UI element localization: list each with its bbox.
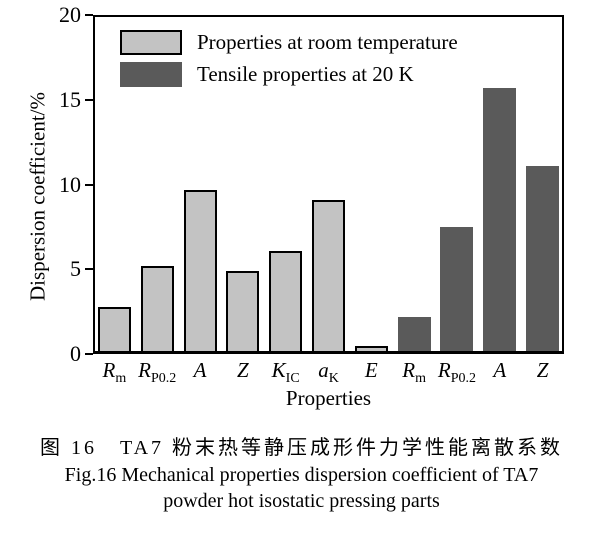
x-tick-label: aK bbox=[318, 358, 339, 387]
x-tick-label: Z bbox=[237, 358, 249, 382]
bar-Rm-0 bbox=[97, 306, 131, 351]
legend-row-0: Properties at room temperature bbox=[120, 30, 458, 55]
y-tick-mark bbox=[85, 14, 93, 16]
y-tick-label: 20 bbox=[59, 2, 81, 27]
y-tick-label: 15 bbox=[59, 86, 81, 112]
bar-A-2 bbox=[183, 189, 217, 351]
x-tick-label: Z bbox=[536, 358, 549, 382]
x-tick-label: E bbox=[364, 358, 378, 382]
legend-swatch-1 bbox=[120, 62, 182, 87]
bar-RP0.2-8 bbox=[440, 227, 474, 351]
caption-english-line-2: powder hot isostatic pressing parts bbox=[163, 490, 440, 512]
x-tick-label: RP0.2 bbox=[138, 358, 177, 387]
bar-aK-5 bbox=[312, 200, 345, 351]
legend-label-1: Tensile properties at 20 K bbox=[197, 62, 414, 86]
figure-caption: 图 16 TA7 粉末热等静压成形件力学性能离散系数 Fig.16 Mechan… bbox=[0, 434, 603, 514]
bar-Z-10 bbox=[526, 166, 560, 351]
bar-Z-3 bbox=[226, 271, 260, 351]
x-tick-label: RP0.2 bbox=[437, 358, 477, 387]
legend-swatch-0 bbox=[120, 30, 182, 55]
y-tick-label: 0 bbox=[70, 341, 81, 366]
y-tick-mark bbox=[85, 98, 93, 101]
x-axis-title: Properties bbox=[285, 386, 372, 410]
bar-Rm-7 bbox=[397, 317, 431, 351]
legend: Properties at room temperature Tensile pr… bbox=[120, 30, 458, 94]
caption-chinese: 图 16 TA7 粉末热等静压成形件力学性能离散系数 bbox=[39, 437, 564, 459]
bar-RP0.2-1 bbox=[140, 266, 174, 351]
bar-A-9 bbox=[483, 88, 517, 351]
bar-KIC-4 bbox=[269, 251, 303, 351]
legend-row-1: Tensile properties at 20 K bbox=[120, 62, 458, 87]
x-tick-label: A bbox=[493, 358, 507, 382]
caption-english-line-1: Fig.16 Mechanical properties dispersion … bbox=[64, 464, 539, 486]
x-tick-label: Rm bbox=[402, 358, 426, 387]
y-tick-mark bbox=[85, 183, 93, 186]
x-tick-label: A bbox=[193, 358, 207, 382]
bar-E-6 bbox=[354, 345, 388, 351]
y-tick-label: 5 bbox=[70, 256, 81, 282]
plot-area: Properties at room temperature Tensile pr… bbox=[93, 15, 564, 354]
x-tick-label: Rm bbox=[102, 358, 127, 387]
y-tick-label: 10 bbox=[59, 171, 81, 197]
y-tick-mark bbox=[85, 268, 93, 271]
x-tick-label: KIC bbox=[271, 358, 300, 387]
legend-label-0: Properties at room temperature bbox=[197, 30, 458, 54]
y-tick-mark bbox=[85, 353, 93, 355]
